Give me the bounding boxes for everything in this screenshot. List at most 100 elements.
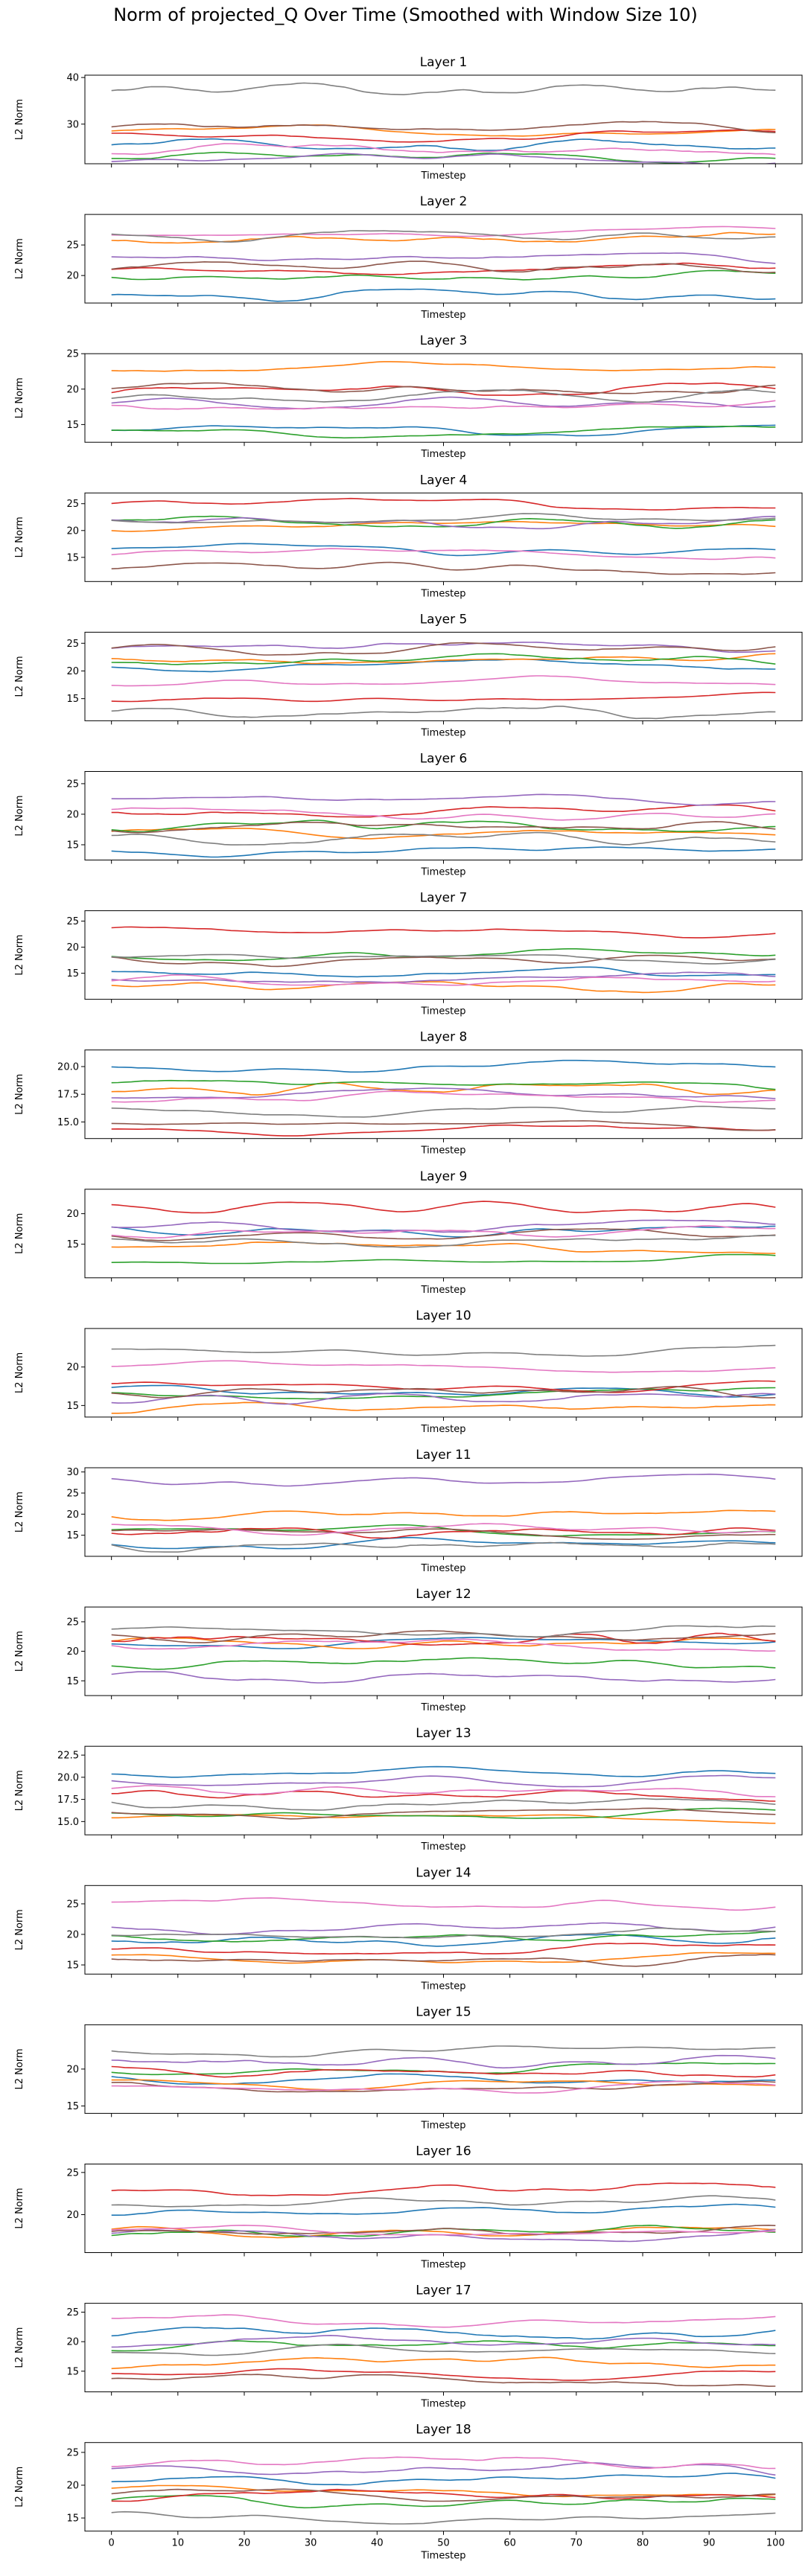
x-tick-label: 100 — [766, 2538, 785, 2549]
y-tick-label: 15 — [66, 840, 79, 851]
series-line-8 — [111, 1625, 776, 1637]
series-line-3 — [111, 1253, 776, 1265]
series-lines — [111, 82, 776, 164]
y-axis-label: L2 Norm — [14, 238, 25, 279]
x-axis-label: Timestep — [421, 2399, 466, 2410]
x-tick-label: 70 — [570, 2538, 583, 2549]
series-line-6 — [111, 1386, 776, 1399]
x-tick-label: 10 — [172, 2538, 185, 2549]
y-tick-label: 25 — [66, 2447, 79, 2458]
x-axis-label: Timestep — [421, 170, 466, 182]
subplot-title: Layer 10 — [416, 1308, 471, 1323]
y-axis-label: L2 Norm — [14, 2467, 25, 2508]
series-line-3 — [111, 1657, 776, 1670]
series-line-8 — [111, 1797, 776, 1811]
subplot-layer-4: Layer 4 15 20 25 Timestep L2 Norm — [14, 473, 803, 599]
series-line-6 — [111, 561, 776, 575]
y-tick-label: 20 — [66, 809, 79, 820]
subplot-title: Layer 4 — [420, 473, 468, 488]
series-line-5 — [111, 971, 776, 983]
y-tick-label: 15 — [66, 420, 79, 431]
series-line-5 — [111, 2335, 776, 2348]
y-tick-label: 20 — [66, 942, 79, 953]
series-line-1 — [111, 658, 776, 673]
subplot-title: Layer 6 — [420, 752, 468, 767]
series-line-4 — [111, 129, 776, 143]
subplot-layer-6: Layer 6 15 20 25 Timestep L2 Norm — [14, 752, 803, 878]
series-line-8 — [111, 1235, 776, 1248]
series-lines — [111, 1625, 776, 1684]
y-tick-label: 15 — [66, 1676, 79, 1687]
y-axis-label: L2 Norm — [14, 1074, 25, 1115]
series-line-5 — [111, 793, 776, 806]
y-tick-label: 20 — [66, 2480, 79, 2491]
y-tick-label: 15 — [66, 2513, 79, 2525]
series-line-8 — [111, 706, 776, 720]
subplot-layer-8: Layer 8 15.0 17.5 20.0 Timestep L2 Norm — [14, 1030, 803, 1157]
y-tick-label: 20 — [66, 271, 79, 282]
series-line-7 — [111, 1523, 776, 1536]
series-line-2 — [111, 124, 776, 137]
series-lines — [111, 2045, 776, 2094]
series-line-8 — [111, 2343, 776, 2356]
series-line-2 — [111, 828, 776, 840]
y-tick-label: 15 — [66, 694, 79, 705]
x-axis-label: Timestep — [421, 867, 466, 878]
y-tick-label: 30 — [66, 119, 79, 130]
series-lines — [111, 2314, 776, 2387]
series-line-8 — [111, 513, 776, 524]
y-tick-label: 25 — [66, 499, 79, 510]
y-tick-label: 20 — [66, 1509, 79, 1521]
series-line-3 — [111, 1079, 776, 1090]
series-lines — [111, 1897, 776, 1967]
series-line-6 — [111, 1954, 776, 1967]
series-line-7 — [111, 1225, 776, 1239]
series-line-1 — [111, 966, 776, 978]
series-line-5 — [111, 153, 776, 164]
series-line-4 — [111, 497, 776, 511]
series-line-4 — [111, 2065, 776, 2078]
y-tick-label: 25 — [66, 2167, 79, 2179]
y-tick-label: 20 — [66, 1209, 79, 1220]
series-line-5 — [111, 1087, 776, 1099]
series-line-7 — [111, 1638, 776, 1652]
series-lines — [111, 2182, 776, 2243]
series-line-3 — [111, 819, 776, 833]
series-lines — [111, 642, 776, 720]
series-line-6 — [111, 1120, 776, 1131]
y-axis-label: L2 Norm — [14, 2327, 25, 2368]
series-line-8 — [111, 2195, 776, 2208]
y-tick-label: 15 — [66, 968, 79, 979]
y-axis-label: L2 Norm — [14, 1352, 25, 1393]
y-axis-label: L2 Norm — [14, 1213, 25, 1254]
y-tick-label: 20 — [66, 2210, 79, 2221]
series-line-8 — [111, 2511, 776, 2525]
series-line-7 — [111, 1090, 776, 1103]
series-line-3 — [111, 1807, 776, 1819]
y-tick-label: 25 — [66, 349, 79, 360]
x-axis-label: Timestep — [421, 449, 466, 460]
series-line-2 — [111, 520, 776, 532]
series-line-1 — [111, 1765, 776, 1778]
y-tick-label: 20.0 — [57, 1772, 79, 1783]
x-axis-label: Timestep — [421, 1563, 466, 1574]
subplot-title: Layer 9 — [420, 1169, 468, 1184]
series-line-1 — [111, 2473, 776, 2486]
subplot-title: Layer 12 — [416, 1587, 471, 1602]
x-axis-label: Timestep — [421, 1006, 466, 1017]
series-lines — [111, 793, 776, 858]
series-line-6 — [111, 2488, 776, 2502]
y-tick-label: 40 — [66, 73, 79, 84]
series-line-2 — [111, 2225, 776, 2239]
subplot-layer-10: Layer 10 15 20 Timestep L2 Norm — [14, 1308, 803, 1435]
series-line-5 — [111, 2054, 776, 2069]
x-axis-label: Timestep — [421, 727, 466, 738]
series-lines — [111, 1765, 776, 1824]
y-tick-label: 25 — [66, 779, 79, 790]
y-axis-label: L2 Norm — [14, 1492, 25, 1533]
subplot-title: Layer 18 — [416, 2423, 471, 2438]
series-line-4 — [111, 804, 776, 818]
series-line-8 — [111, 230, 776, 243]
series-lines — [111, 1201, 776, 1265]
